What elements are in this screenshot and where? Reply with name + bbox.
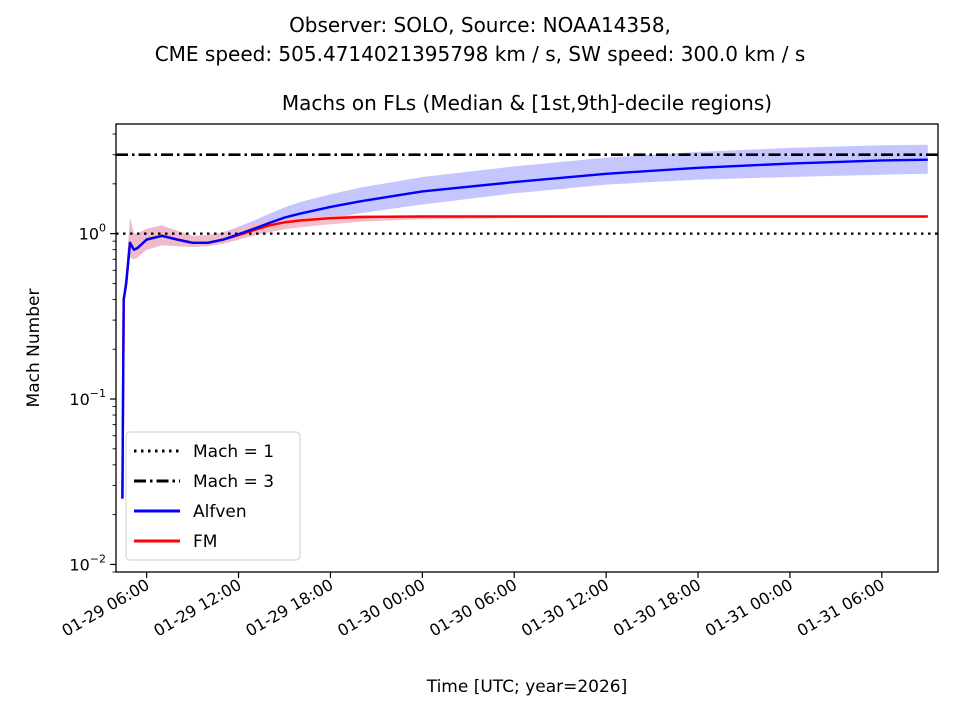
legend-label: Alfven	[193, 502, 247, 522]
x-axis-label: Time [UTC; year=2026]	[426, 677, 628, 697]
reference-lines	[116, 153, 938, 235]
x-tick-label: 01-29 18:00	[242, 575, 336, 640]
x-tick-label: 01-31 00:00	[702, 575, 796, 640]
series-line-alfven	[121, 158, 928, 499]
legend-label: FM	[193, 532, 217, 552]
x-tick-label: 01-30 00:00	[334, 575, 428, 640]
y-tick-label: 100	[79, 222, 106, 244]
y-axis-label: Mach Number	[24, 289, 44, 408]
figure-suptitle-line1: Observer: SOLO, Source: NOAA14358,	[289, 13, 671, 37]
legend-box	[125, 431, 301, 561]
legend: Mach = 1 Mach = 3 Alfven FM	[125, 431, 301, 561]
x-tick-label: 01-29 06:00	[59, 575, 153, 640]
x-tick-label: 01-30 18:00	[610, 575, 704, 640]
x-tick-label: 01-31 06:00	[794, 575, 888, 640]
y-tick-label: 10−2	[69, 552, 106, 574]
x-tick-label: 01-29 12:00	[150, 575, 244, 640]
median-lines	[121, 158, 928, 499]
y-tick-label: 10−1	[69, 387, 106, 409]
figure-suptitle-line2: CME speed: 505.4714021395798 km / s, SW …	[155, 42, 806, 66]
y-axis: 10−2 10−1 100	[69, 133, 116, 574]
legend-label: Mach = 1	[193, 442, 274, 462]
x-tick-label: 01-30 12:00	[518, 575, 612, 640]
legend-label: Mach = 3	[193, 472, 274, 492]
chart-title: Machs on FLs (Median & [1st,9th]-decile …	[282, 91, 772, 115]
plot-area	[116, 144, 938, 499]
axes-frame	[115, 123, 939, 573]
x-tick-label: 01-30 06:00	[426, 575, 520, 640]
